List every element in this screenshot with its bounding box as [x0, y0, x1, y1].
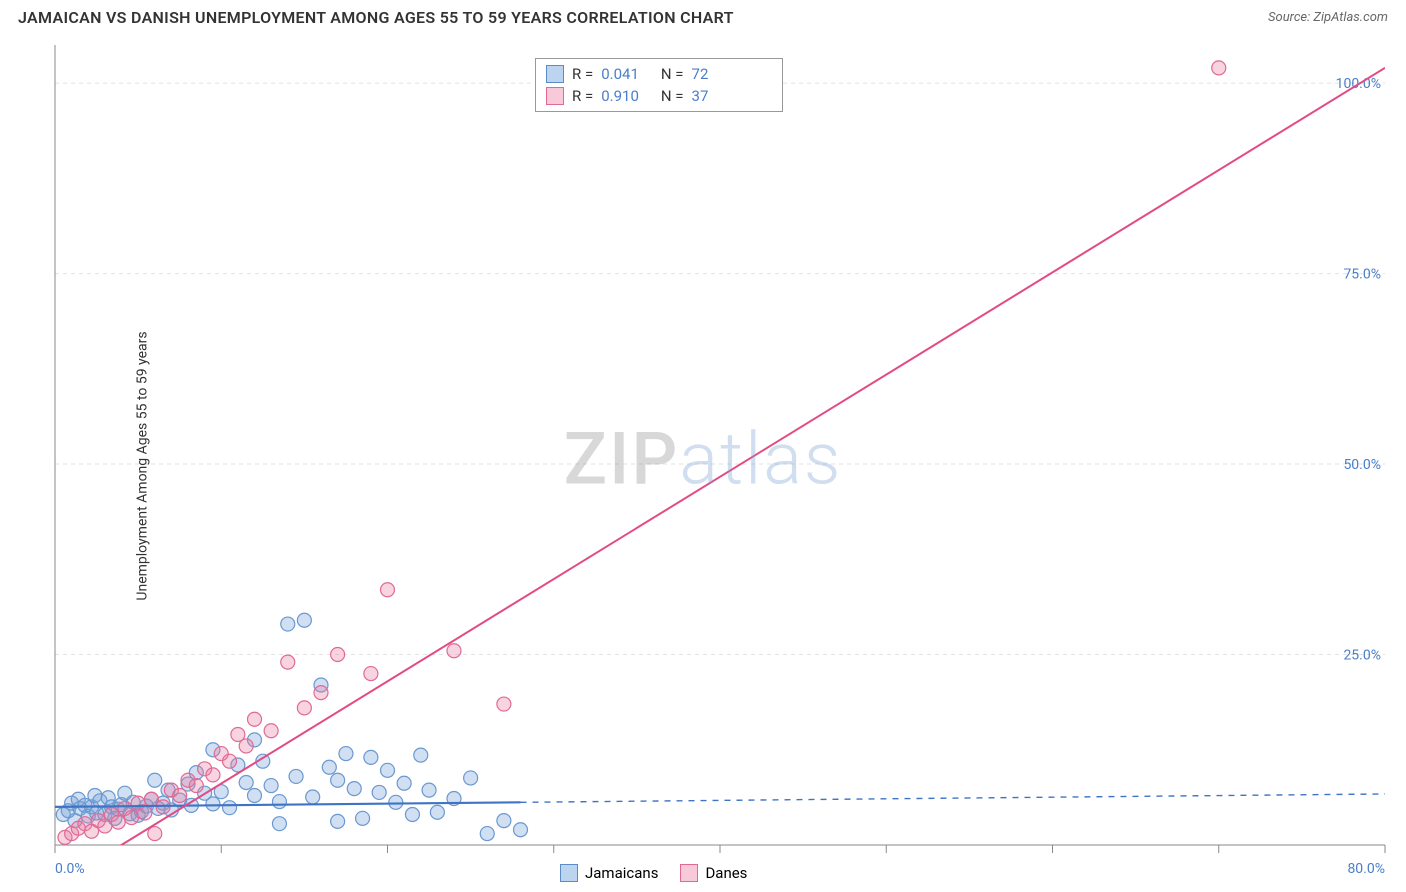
n-label: N = [661, 65, 684, 83]
svg-text:50.0%: 50.0% [1343, 457, 1381, 473]
r-label: R = [572, 65, 593, 83]
r-value: 0.910 [601, 87, 639, 105]
y-axis-label: Unemployment Among Ages 55 to 59 years [135, 331, 151, 600]
chart-title: JAMAICAN VS DANISH UNEMPLOYMENT AMONG AG… [18, 8, 734, 27]
r-value: 0.041 [601, 65, 639, 83]
series-label: Jamaicans [585, 864, 658, 882]
source-attribution: Source: ZipAtlas.com [1268, 10, 1388, 25]
stats-legend: R = 0.041 N = 72 R = 0.910 N = 37 [535, 58, 783, 112]
stats-legend-row: R = 0.910 N = 37 [546, 85, 772, 107]
legend-swatch [680, 864, 698, 882]
series-legend-item[interactable]: Jamaicans [560, 864, 658, 882]
svg-text:80.0%: 80.0% [1347, 861, 1385, 877]
legend-swatch [546, 87, 564, 105]
svg-text:0.0%: 0.0% [55, 861, 85, 877]
r-label: R = [572, 87, 593, 105]
stats-legend-row: R = 0.041 N = 72 [546, 63, 772, 85]
chart-area: Unemployment Among Ages 55 to 59 years 2… [0, 40, 1406, 892]
series-label: Danes [705, 864, 747, 882]
svg-text:25.0%: 25.0% [1343, 648, 1381, 664]
legend-swatch [560, 864, 578, 882]
n-value: 37 [692, 87, 709, 105]
legend-swatch [546, 65, 564, 83]
svg-text:75.0%: 75.0% [1343, 267, 1381, 283]
series-legend: Jamaicans Danes [560, 864, 747, 882]
scatter-plot-svg: 25.0%50.0%75.0%100.0%0.0%80.0% [0, 40, 1406, 890]
series-legend-item[interactable]: Danes [680, 864, 747, 882]
n-label: N = [661, 87, 684, 105]
n-value: 72 [692, 65, 709, 83]
